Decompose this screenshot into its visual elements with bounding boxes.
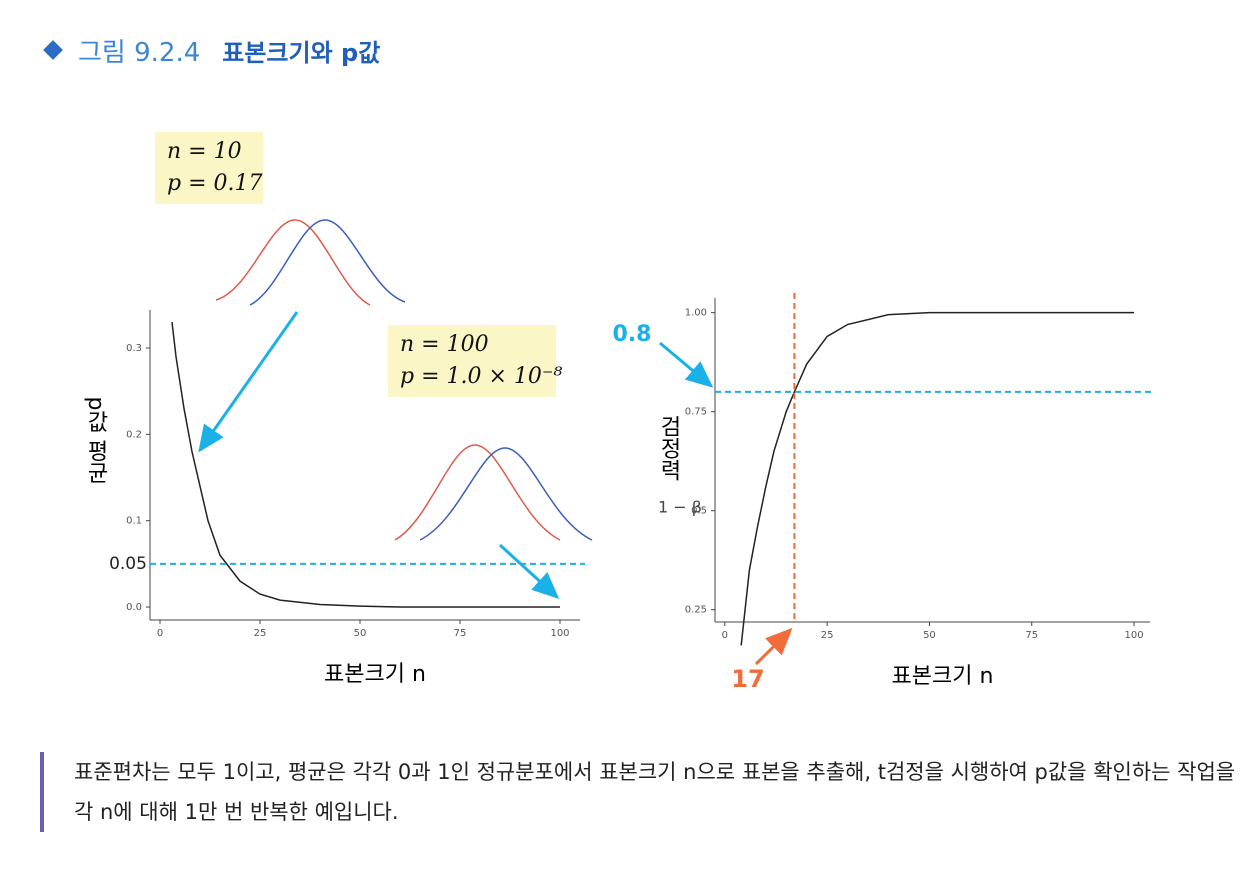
annotation-box bbox=[155, 132, 263, 204]
y-tick-label: 0.5 bbox=[691, 506, 707, 517]
x-axis-label: 표본크기 n bbox=[324, 662, 426, 687]
x-tick-label: 75 bbox=[1025, 630, 1038, 641]
y-tick-label: 0.2 bbox=[126, 429, 142, 440]
x-tick-label: 100 bbox=[550, 628, 569, 639]
x-tick-label: 50 bbox=[354, 628, 367, 639]
reference-label: 17 bbox=[731, 665, 764, 693]
x-tick-label: 100 bbox=[1124, 630, 1143, 641]
figure-label: 그림 9.2.4 bbox=[78, 37, 201, 68]
x-tick-label: 25 bbox=[821, 630, 834, 641]
inset-distribution bbox=[198, 219, 406, 453]
x-tick-label: 0 bbox=[722, 630, 728, 641]
x-tick-label: 25 bbox=[254, 628, 267, 639]
inset-distribution bbox=[394, 444, 593, 600]
x-tick-label: 75 bbox=[454, 628, 467, 639]
y-axis-sublabel: 1 − β bbox=[658, 498, 702, 517]
x-tick-label: 0 bbox=[157, 628, 163, 639]
y-tick-label: 0.3 bbox=[126, 343, 142, 354]
line bbox=[171, 322, 560, 608]
figure-title: 표본크기와 p값 bbox=[222, 38, 381, 67]
y-axis-label: p값 평균 bbox=[83, 397, 108, 484]
arrow bbox=[659, 341, 714, 388]
line bbox=[740, 311, 1135, 646]
caption: 표준편차는 모두 1이고, 평균은 각각 0과 1인 정규분포에서 표본크기 n… bbox=[40, 752, 1240, 832]
annotation-text: n = 100 bbox=[400, 332, 489, 357]
header: 그림 9.2.4 표본크기와 p값 bbox=[40, 30, 380, 70]
annotation-text: p = 1.0 × 10⁻⁸ bbox=[400, 364, 563, 389]
annotation-text: p = 0.17 bbox=[167, 171, 263, 196]
x-tick-label: 50 bbox=[923, 630, 936, 641]
y-tick-label: 0.0 bbox=[126, 602, 142, 613]
charts: 0 25 50 75 100 0.0 0.1 0.2 0.3 표본크기 n p값 평균 0.05 n =… bbox=[83, 132, 1155, 693]
y-tick-label: 0.1 bbox=[126, 516, 142, 527]
y-tick-label: 1.00 bbox=[685, 308, 707, 319]
reference-label: 0.8 bbox=[613, 322, 652, 347]
y-tick-label: 0.75 bbox=[685, 407, 707, 418]
reference-label: 0.05 bbox=[109, 554, 147, 574]
x-axis-label: 표본크기 n bbox=[892, 664, 994, 689]
arrow bbox=[754, 627, 793, 666]
annotation-text: n = 10 bbox=[167, 139, 242, 164]
annotation-box bbox=[388, 325, 556, 397]
y-tick-label: 0.25 bbox=[685, 605, 707, 616]
y-axis-label: 검정력 bbox=[656, 415, 681, 481]
